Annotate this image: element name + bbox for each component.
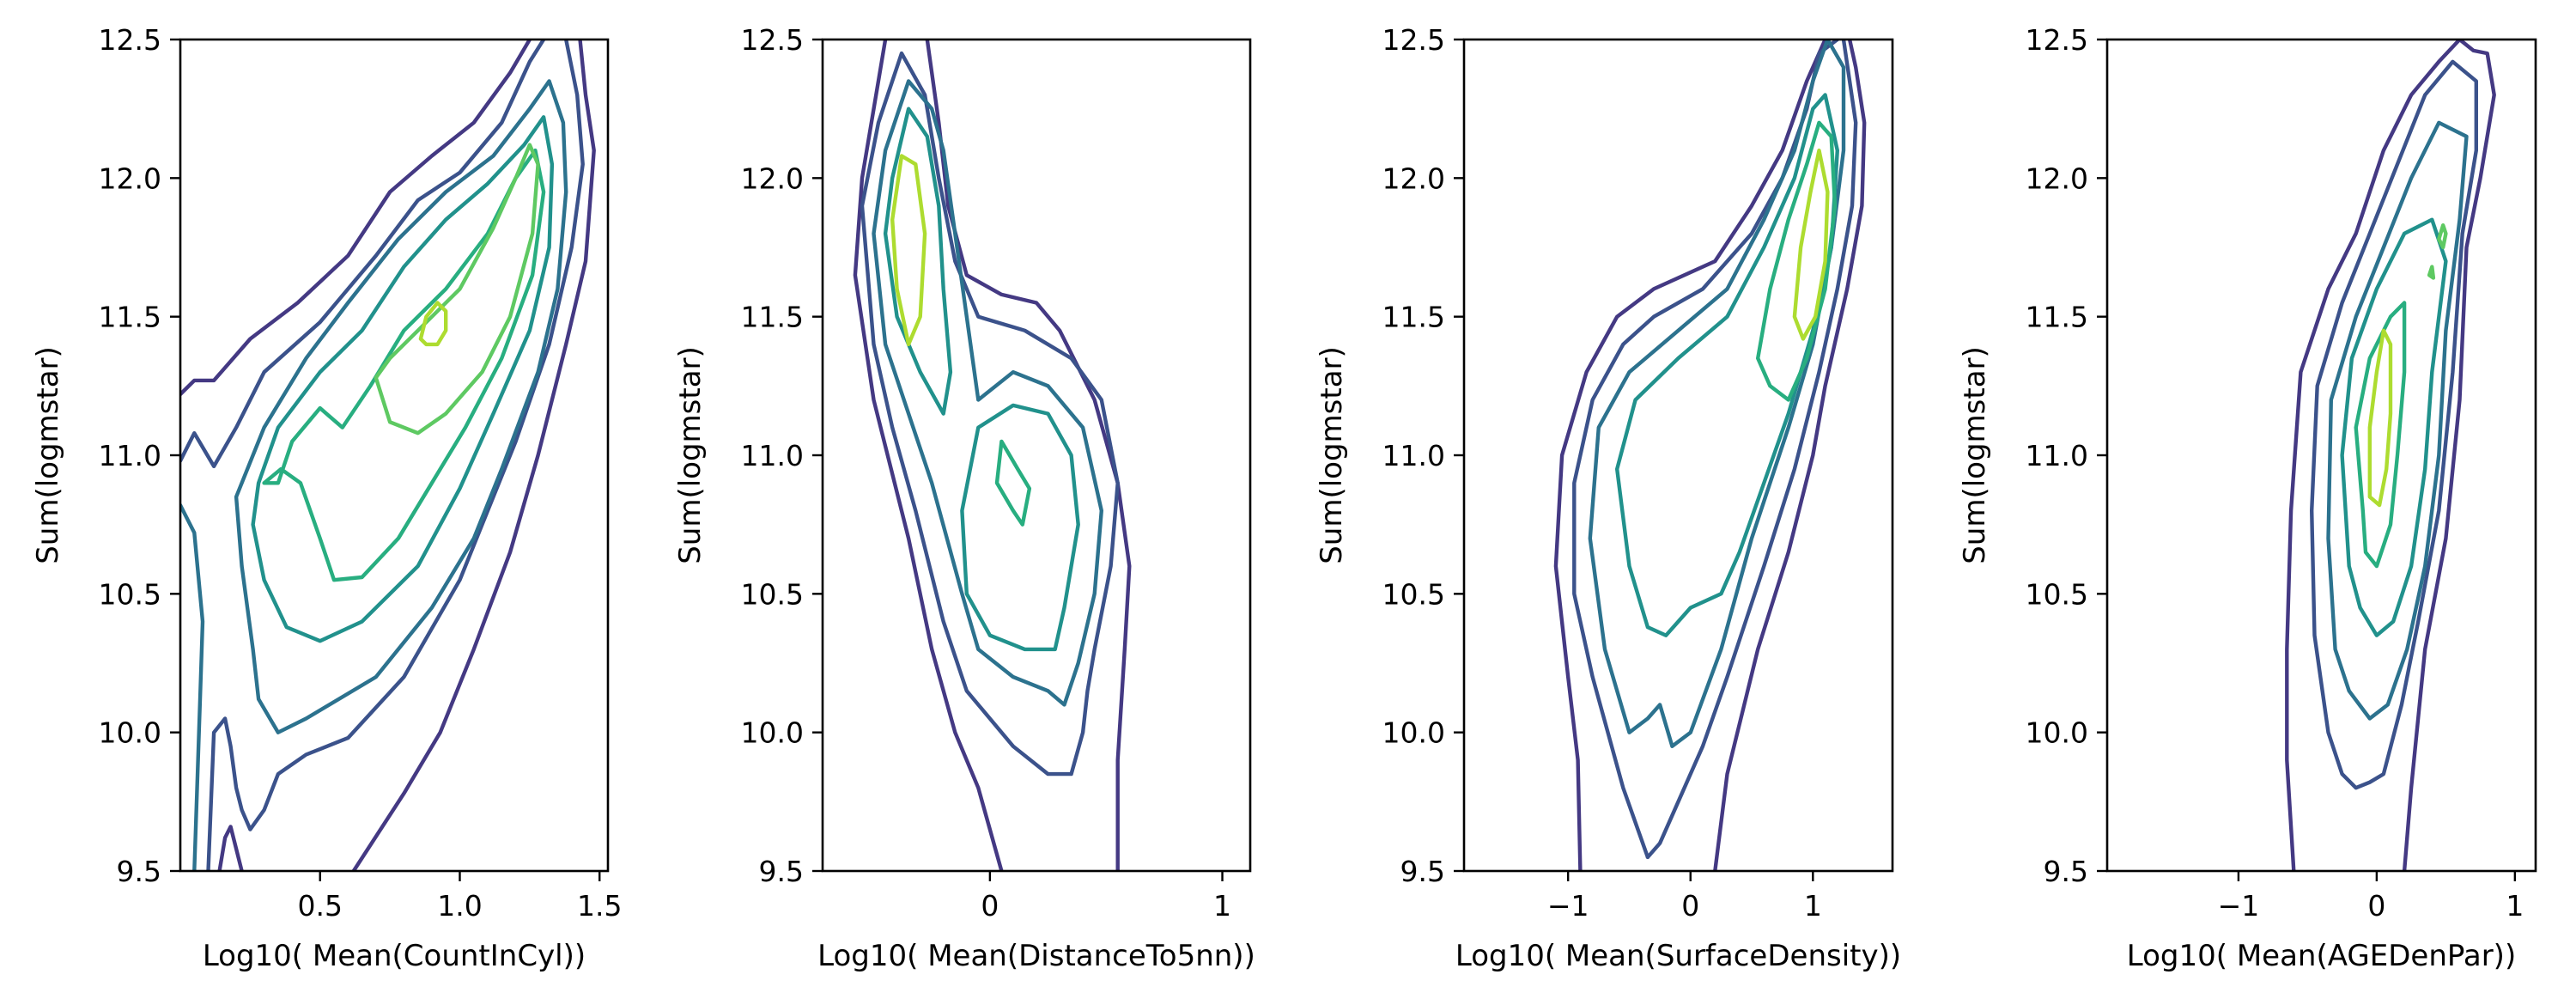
contour-line-level-3 (2340, 217, 2448, 637)
y-tick-label: 10.0 (2026, 716, 2088, 750)
y-tick-label: 12.5 (1382, 23, 1445, 57)
contour-line-level-6 (890, 154, 927, 347)
y-tick-label: 12.0 (99, 161, 161, 195)
y-tick-label: 11.0 (99, 439, 161, 472)
x-tick-label: 0 (2367, 889, 2385, 923)
panel-1: 0.5 1.0 1.5 9.5 10.0 10.5 11.0 11.5 12.0 12.5 Log1… (31, 23, 622, 973)
x-axis-label: Log10( Mean(CountInCyl)) (203, 939, 586, 973)
x-axis-label: Log10( Mean(AGEDenPar)) (2127, 939, 2516, 973)
y-tick-label: 12.5 (741, 23, 804, 57)
contour-line-level-0 (853, 40, 1004, 871)
y-tick-label: 12.5 (99, 23, 161, 57)
y-tick-label: 11.5 (1382, 301, 1445, 334)
axes-frame (179, 38, 610, 873)
contour-line-level-0 (2285, 40, 2496, 871)
contour-line-level-3 (960, 403, 1080, 652)
y-axis-label: Sum(logmstar) (673, 346, 708, 564)
contour-group (180, 40, 596, 871)
contour-line-level-3 (883, 107, 953, 416)
contour-line-level-4 (1756, 120, 1838, 402)
contour-line-level-2 (234, 79, 568, 734)
y-tick-label: 11.0 (741, 439, 804, 472)
y-tick-label: 10.5 (741, 577, 804, 611)
y-tick-label: 9.5 (1400, 855, 1445, 888)
contour-line-level-5 (2427, 265, 2436, 280)
axes-frame (2105, 38, 2537, 873)
panel-3: −1 0 1 9.5 10.0 10.5 11.0 11.5 12.0 12.5 Log10( Me… (1315, 23, 1901, 973)
axes-frame (1462, 38, 1894, 873)
contour-line-level-0 (351, 40, 596, 871)
contour-line-level-4 (2354, 301, 2407, 569)
contour-group (2285, 40, 2496, 871)
contour-line-level-4 (994, 439, 1032, 527)
contour-line-level-2 (872, 79, 1103, 707)
y-tick-label: 12.0 (741, 161, 804, 195)
y-tick-label: 11.0 (1382, 439, 1445, 472)
x-tick-label: 0 (1681, 889, 1699, 923)
contour-line-level-3 (251, 115, 555, 643)
contour-line-level-6 (418, 301, 448, 347)
x-tick-label: 0 (981, 889, 999, 923)
x-axis-label: Log10( Mean(DistanceTo5nn)) (817, 939, 1255, 973)
y-tick-label: 10.5 (99, 577, 161, 611)
contour-line-level-0 (1713, 40, 1867, 871)
y-tick-label: 10.5 (2026, 577, 2088, 611)
contour-line-level-0 (925, 40, 1132, 871)
y-tick-label: 10.0 (1382, 716, 1445, 750)
panel-4: −1 0 1 9.5 10.0 10.5 11.0 11.5 12.0 12.5 Log10( Me… (1958, 23, 2537, 973)
contour-line-level-0 (180, 40, 532, 397)
y-axis-label: Sum(logmstar) (1958, 346, 1992, 564)
y-tick-label: 12.5 (2026, 23, 2088, 57)
contour-line-level-5 (374, 143, 540, 436)
panel-2: 0 1 9.5 10.0 10.5 11.0 11.5 12.0 12.5 Log10( Mean… (673, 23, 1255, 973)
contour-line-level-1 (180, 40, 546, 469)
contour-line-level-6 (2367, 328, 2393, 508)
x-tick-label: 1 (1213, 889, 1231, 923)
y-tick-label: 11.5 (2026, 301, 2088, 334)
contour-line-level-2 (2326, 120, 2469, 721)
x-tick-label: 1.0 (437, 889, 482, 923)
y-tick-label: 10.5 (1382, 577, 1445, 611)
y-tick-label: 12.0 (2026, 161, 2088, 195)
contour-line-level-2 (180, 502, 205, 871)
x-tick-label: 0.5 (298, 889, 343, 923)
contour-line-level-1 (206, 40, 585, 871)
x-tick-label: 1 (2506, 889, 2524, 923)
x-tick-label: −1 (1547, 889, 1589, 923)
y-tick-label: 11.5 (741, 301, 804, 334)
x-axis-label: Log10( Mean(SurfaceDensity)) (1455, 939, 1901, 973)
contour-group (1553, 40, 1867, 871)
y-tick-label: 11.5 (99, 301, 161, 334)
y-tick-label: 9.5 (2044, 855, 2088, 888)
contour-line-level-1 (860, 51, 1120, 777)
y-axis-label: Sum(logmstar) (31, 346, 65, 564)
y-tick-label: 9.5 (759, 855, 804, 888)
x-tick-label: 1.5 (577, 889, 622, 923)
y-axis-label: Sum(logmstar) (1315, 346, 1349, 564)
y-tick-label: 12.0 (1382, 161, 1445, 195)
y-tick-label: 10.0 (99, 716, 161, 750)
contour-line-level-1 (1645, 40, 1858, 860)
y-tick-label: 11.0 (2026, 439, 2088, 472)
y-tick-label: 10.0 (741, 716, 804, 750)
x-tick-label: 1 (1804, 889, 1822, 923)
contour-line-level-2 (1588, 40, 1846, 748)
contour-line-level-6 (1792, 148, 1830, 341)
contour-line-level-1 (2310, 59, 2478, 790)
x-tick-label: −1 (2218, 889, 2260, 923)
contour-line-level-0 (1553, 40, 1827, 871)
y-tick-label: 9.5 (117, 855, 161, 888)
contour-line-level-5 (2437, 223, 2448, 250)
contour-group (853, 40, 1132, 871)
contour-line-level-4 (262, 148, 546, 582)
contour-line-level-0 (217, 825, 244, 871)
